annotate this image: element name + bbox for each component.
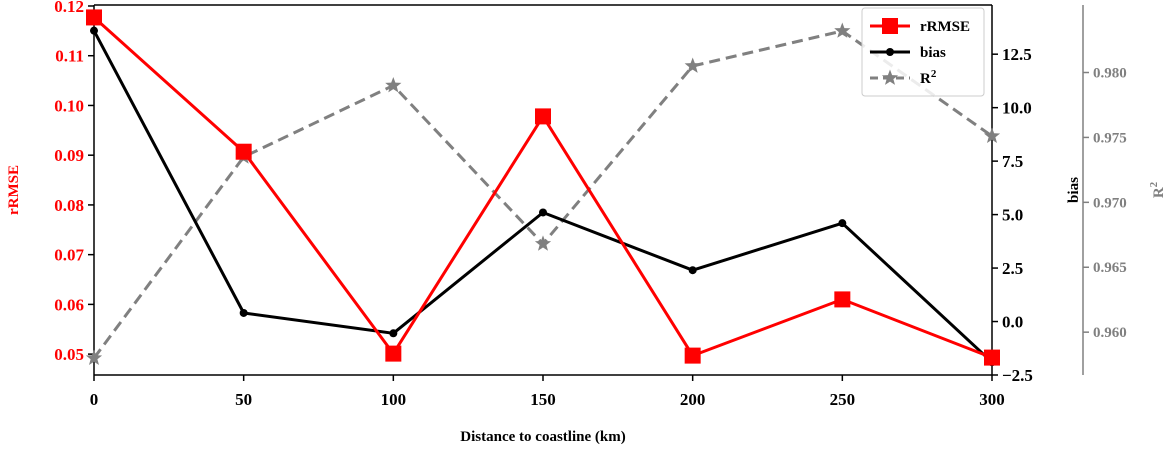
series-line-r [94, 31, 992, 358]
data-point-rrmse [236, 144, 252, 160]
data-point-bias [240, 309, 248, 317]
data-point-rrmse [685, 348, 701, 364]
x-tick-label: 300 [979, 390, 1005, 409]
x-tick-label: 250 [830, 390, 856, 409]
legend-label: bias [920, 45, 946, 61]
left-tick-label: 0.07 [54, 246, 84, 265]
data-point-bias [838, 219, 846, 227]
r2-tick-label: 0.965 [1093, 260, 1127, 276]
left-tick-label: 0.11 [55, 47, 84, 66]
bias-tick-label: −2.5 [1002, 366, 1033, 385]
left-tick-label: 0.08 [54, 196, 84, 215]
data-point-r [385, 77, 401, 92]
legend-marker [882, 18, 898, 34]
left-tick-label: 0.06 [54, 295, 84, 314]
data-point-bias [539, 208, 547, 216]
left-axis-title: rRMSE [6, 165, 22, 215]
x-tick-label: 0 [90, 390, 99, 409]
x-tick-label: 50 [235, 390, 252, 409]
left-tick-label: 0.05 [54, 345, 84, 364]
left-tick-label: 0.09 [54, 146, 84, 165]
bias-tick-label: 10.0 [1002, 99, 1032, 118]
data-point-rrmse [984, 350, 1000, 366]
bias-tick-label: 0.0 [1002, 313, 1023, 332]
bias-axis-title: bias [1066, 177, 1082, 203]
series-line-bias [94, 31, 992, 363]
series-line-rrmse [94, 17, 992, 357]
chart: 0 50 100 150 200 250 300 Distance to coastline … [0, 0, 1176, 452]
data-point-r [535, 235, 551, 250]
r2-tick-label: 0.970 [1093, 195, 1127, 211]
data-point-bias [90, 27, 98, 35]
x-tick-label: 150 [530, 390, 556, 409]
r2-axis-title: R2 [1148, 181, 1167, 198]
left-tick-label: 0.10 [54, 96, 84, 115]
data-point-bias [689, 266, 697, 274]
r2-tick-label: 0.975 [1093, 130, 1127, 146]
x-axis-title: Distance to coastline (km) [460, 429, 625, 445]
bias-tick-label: 2.5 [1002, 259, 1023, 278]
data-point-bias [389, 329, 397, 337]
axes: 0 50 100 150 200 250 300 Distance to coastline … [6, 0, 1167, 445]
legend-marker [886, 48, 894, 56]
x-tick-label: 100 [381, 390, 407, 409]
data-point-rrmse [385, 346, 401, 362]
r2-tick-label: 0.960 [1093, 325, 1127, 341]
legend-label: rRMSE [920, 19, 970, 35]
data-point-rrmse [86, 9, 102, 25]
x-tick-label: 200 [680, 390, 706, 409]
bias-tick-label: 12.5 [1002, 45, 1032, 64]
left-tick-label: 0.12 [54, 0, 84, 16]
r2-axis-title-sup: 2 [1148, 181, 1160, 187]
bias-tick-label: 5.0 [1002, 206, 1023, 225]
legend-label-sup: 2 [931, 68, 937, 80]
r2-tick-label: 0.980 [1093, 66, 1127, 82]
data-point-rrmse [535, 108, 551, 124]
series-bias [90, 27, 996, 367]
bias-tick-label: 7.5 [1002, 152, 1023, 171]
data-point-rrmse [834, 291, 850, 307]
